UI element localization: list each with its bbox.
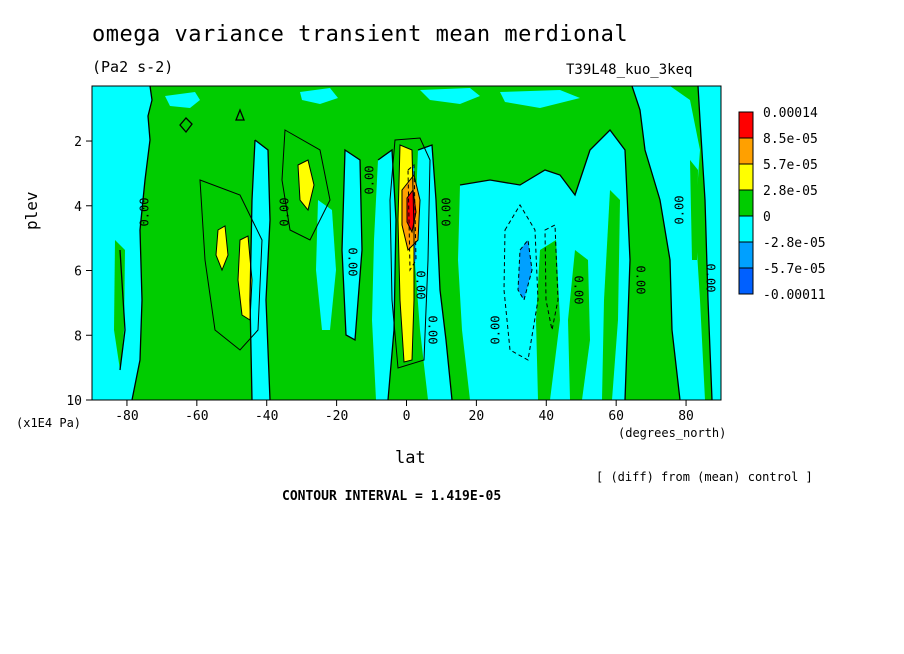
y-tick-label: 2: [74, 135, 82, 150]
contour-label: 0.00: [704, 264, 718, 293]
x-tick-label: -40: [255, 409, 278, 424]
contour-label: 0.00: [572, 276, 586, 305]
x-axis-label: lat: [395, 448, 426, 468]
y-tick-label: 10: [66, 394, 82, 409]
colorbar-label: 0.00014: [763, 106, 818, 121]
contour-label: 0.00: [346, 248, 360, 277]
x-tick-label: 20: [469, 409, 485, 424]
colorbar-label: -2.8e-05: [763, 236, 826, 251]
y-tick-label: 4: [74, 200, 82, 215]
x-tick-label: -20: [325, 409, 348, 424]
contour-label: 0.00: [363, 166, 377, 195]
colorbar-label: -0.00011: [763, 288, 826, 303]
contour-label: 0.00: [634, 266, 648, 295]
x-tick-label: 40: [538, 409, 554, 424]
colorbar-swatch: [738, 215, 754, 243]
y-tick-label: 6: [74, 265, 82, 280]
colorbar-swatch: [738, 241, 754, 269]
diff-note: [ (diff) from (mean) control ]: [596, 470, 813, 484]
x-axis-units: (degrees_north): [618, 426, 727, 440]
contour-label: 0.00: [278, 198, 292, 227]
contour-label: 0.00: [489, 316, 503, 345]
contour-label: 0.00: [414, 271, 428, 300]
colorbar-label: 0: [763, 210, 771, 225]
colorbar: 0.00014 8.5e-05 5.7e-05 2.8e-05 0 -2.8e-05 -5.…: [738, 106, 826, 303]
contour-labels: 0.00 0.00 0.00 0.00 0.00 0.00 0.00 0.00 0.00 0.00…: [138, 166, 718, 345]
contour-interval: CONTOUR INTERVAL = 1.419E-05: [282, 489, 502, 504]
x-tick-label: -60: [185, 409, 208, 424]
contour-label: 0.00: [426, 316, 440, 345]
x-tick-label: -80: [115, 409, 138, 424]
contour-label: 0.00: [673, 196, 687, 225]
chart-units: (Pa2 s-2): [92, 58, 174, 76]
x-axis: -80 -60 -40 -20 0 20 40 60 80: [115, 400, 694, 424]
y-tick-label: 8: [74, 329, 82, 344]
colorbar-label: 5.7e-05: [763, 158, 818, 173]
x-tick-label: 80: [678, 409, 694, 424]
x-tick-label: 0: [403, 409, 411, 424]
x-tick-label: 60: [608, 409, 624, 424]
contour-lines: [119, 86, 713, 400]
colorbar-swatch: [738, 189, 754, 217]
colorbar-swatch: [738, 137, 754, 165]
y-axis-units: (x1E4 Pa): [16, 416, 82, 430]
colorbar-swatch: [738, 267, 754, 295]
y-axis: 2 4 6 8 10: [66, 135, 92, 409]
colorbar-swatch: [738, 163, 754, 191]
colorbar-label: -5.7e-05: [763, 262, 826, 277]
colorbar-swatch: [738, 111, 754, 139]
contour-label: 0.00: [440, 198, 454, 227]
colorbar-label: 2.8e-05: [763, 184, 818, 199]
contour-label: 0.00: [138, 198, 152, 227]
colorbar-label: 8.5e-05: [763, 132, 818, 147]
chart-title: omega variance transient mean merdional: [92, 22, 629, 47]
run-name: T39L48_kuo_3keq: [566, 62, 693, 78]
